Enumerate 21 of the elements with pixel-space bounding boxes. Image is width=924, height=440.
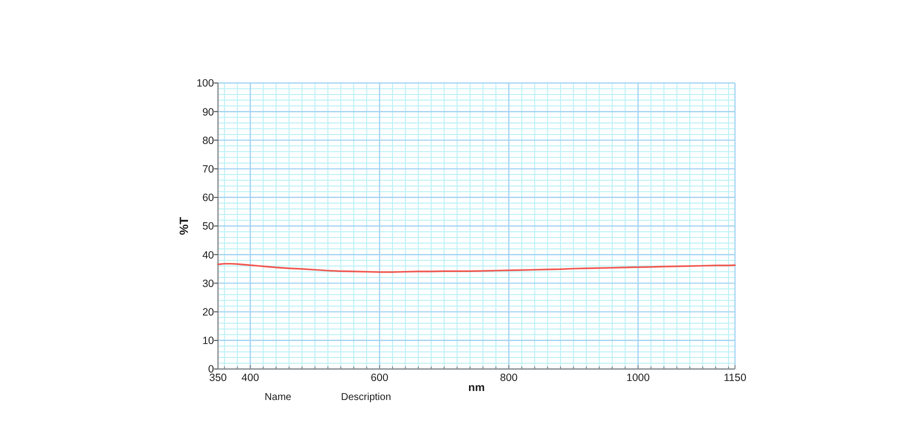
y-tick-label: 20 — [202, 306, 214, 318]
x-tick-label: 800 — [500, 372, 518, 384]
y-tick-label: 40 — [202, 249, 214, 262]
x-tick-label: 600 — [370, 372, 388, 384]
y-tick-label: 30 — [202, 278, 214, 290]
y-tick-label: 70 — [202, 163, 214, 176]
x-axis-title: nm — [468, 382, 485, 394]
y-tick-label: 90 — [202, 106, 214, 118]
line-series — [217, 262, 736, 273]
x-tick-label: 350 — [209, 372, 227, 384]
y-tick-label: 80 — [202, 134, 214, 147]
y-tick-label: 100 — [196, 78, 214, 90]
x-tick-label: 1150 — [724, 372, 746, 384]
y-axis-title: %T — [177, 216, 191, 235]
text: Name — [264, 392, 292, 403]
y-tick-label: 60 — [202, 192, 214, 204]
text: Description — [340, 392, 392, 403]
y-tick-label: 10 — [202, 335, 214, 348]
y-tick-label: 50 — [202, 220, 214, 233]
x-tick-label: 1000 — [626, 372, 650, 384]
x-tick-label: 400 — [242, 372, 260, 384]
